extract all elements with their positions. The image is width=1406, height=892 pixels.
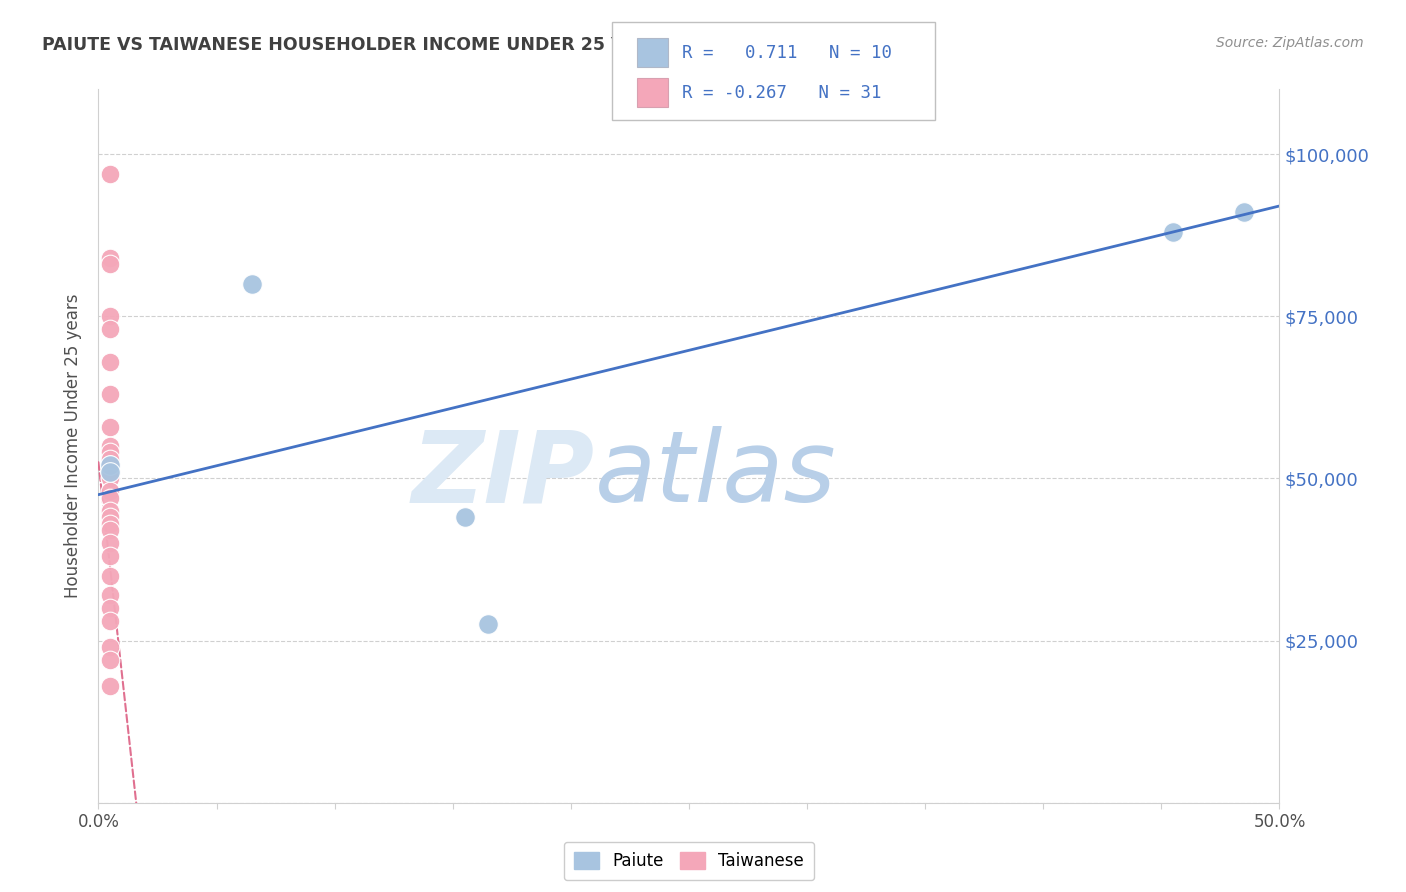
Point	[98, 549, 121, 564]
Point	[453, 510, 475, 524]
Point	[98, 484, 121, 499]
Point	[98, 588, 121, 602]
Point	[98, 465, 121, 479]
Point	[98, 601, 121, 615]
Point	[98, 524, 121, 538]
Point	[98, 465, 121, 479]
Text: R = -0.267   N = 31: R = -0.267 N = 31	[682, 84, 882, 102]
Text: atlas: atlas	[595, 426, 837, 523]
Point	[98, 419, 121, 434]
Text: ZIP: ZIP	[412, 426, 595, 523]
Y-axis label: Householder Income Under 25 years: Householder Income Under 25 years	[65, 293, 83, 599]
Text: R =   0.711   N = 10: R = 0.711 N = 10	[682, 44, 891, 62]
Text: Source: ZipAtlas.com: Source: ZipAtlas.com	[1216, 36, 1364, 50]
Point	[98, 568, 121, 582]
Text: PAIUTE VS TAIWANESE HOUSEHOLDER INCOME UNDER 25 YEARS CORRELATION CHART: PAIUTE VS TAIWANESE HOUSEHOLDER INCOME U…	[42, 36, 890, 54]
Point	[98, 458, 121, 473]
Point	[98, 354, 121, 368]
Point	[98, 491, 121, 505]
Point	[98, 458, 121, 473]
Point	[98, 458, 121, 473]
Point	[98, 322, 121, 336]
Point	[98, 471, 121, 485]
Point	[98, 510, 121, 524]
Point	[477, 617, 499, 632]
Point	[240, 277, 263, 291]
Point	[1233, 205, 1256, 219]
Point	[98, 640, 121, 654]
Point	[98, 471, 121, 485]
Point	[98, 653, 121, 667]
Point	[98, 679, 121, 693]
Point	[98, 439, 121, 453]
Point	[98, 452, 121, 467]
Legend: Paiute, Taiwanese: Paiute, Taiwanese	[564, 842, 814, 880]
Point	[98, 536, 121, 550]
Point	[98, 257, 121, 271]
Point	[98, 167, 121, 181]
Point	[98, 516, 121, 531]
Point	[1161, 225, 1184, 239]
Point	[98, 504, 121, 518]
Point	[98, 445, 121, 459]
Point	[98, 310, 121, 324]
Point	[98, 251, 121, 265]
Point	[98, 387, 121, 401]
Point	[98, 614, 121, 628]
